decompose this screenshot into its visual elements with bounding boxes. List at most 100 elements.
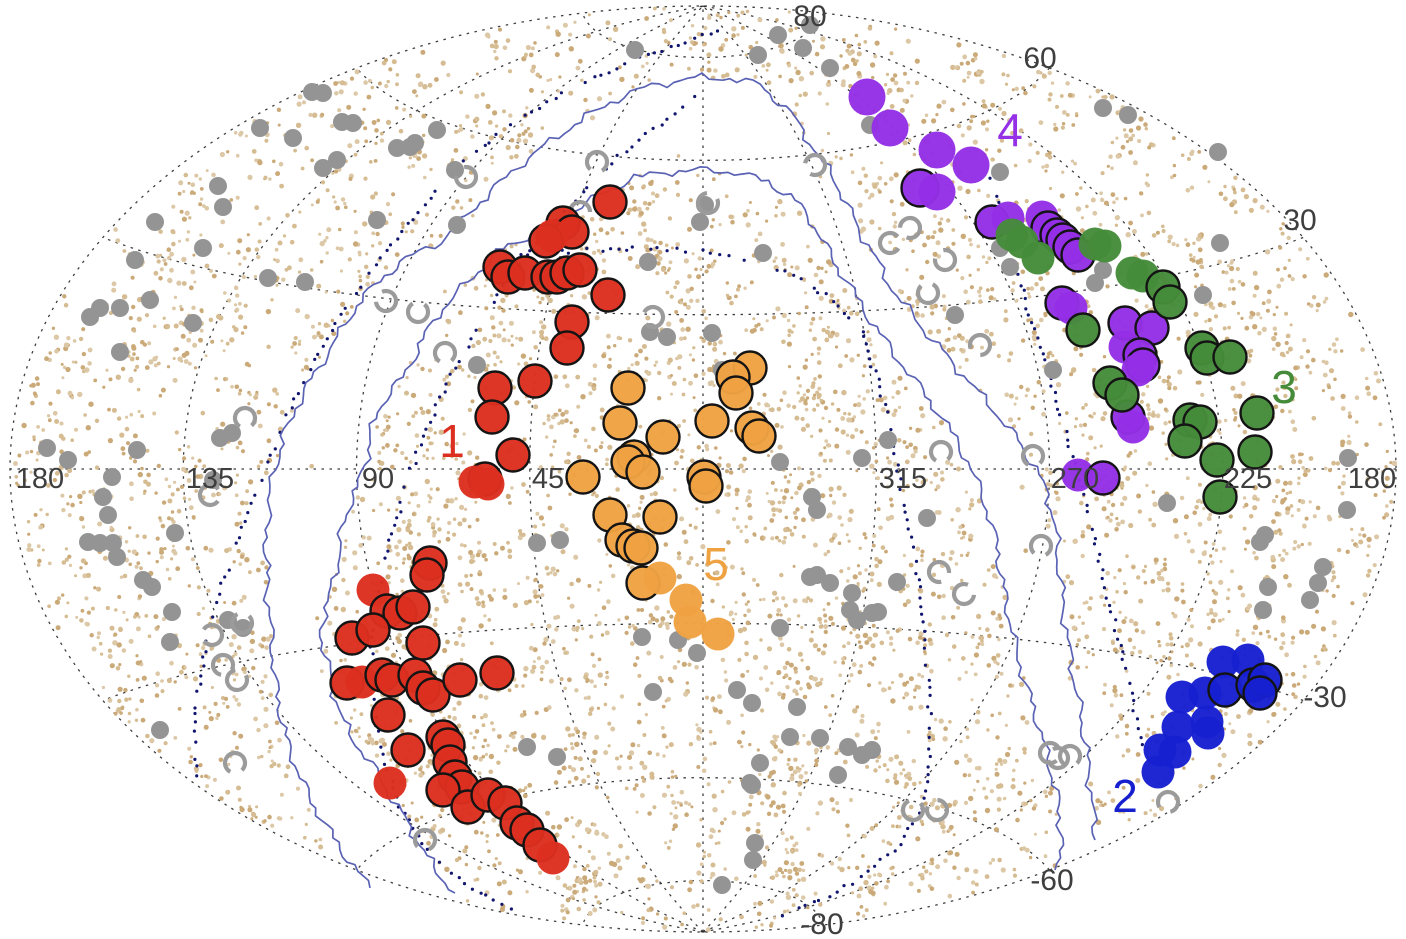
gray-source: [713, 876, 731, 894]
latitude-label-1: 60: [1023, 42, 1056, 75]
navy-dotted-curve-3: [780, 334, 934, 918]
longitude-label-4: 315: [879, 463, 927, 495]
gray-open-source: [210, 652, 236, 678]
gray-source: [749, 46, 767, 64]
gray-source: [751, 754, 769, 772]
gray-source: [166, 524, 184, 542]
cluster-5-point: [694, 403, 730, 439]
galactic-contour-1: [318, 166, 1065, 894]
gray-source: [314, 84, 332, 102]
cluster-3-group: [995, 218, 1275, 515]
gray-source: [888, 573, 906, 591]
cluster-5-point: [642, 499, 678, 535]
cluster-2-point: [1242, 675, 1278, 711]
cluster-3-point: [1152, 284, 1188, 320]
cluster-1-point: [517, 363, 553, 399]
gray-source: [1254, 601, 1272, 619]
cluster-4-point: [952, 146, 990, 184]
cluster-1-point: [390, 732, 426, 768]
gray-source: [548, 748, 566, 766]
gray-open-source: [224, 667, 250, 693]
gray-source: [59, 451, 77, 469]
gray-source: [743, 776, 761, 794]
gray-source: [829, 766, 847, 784]
gray-source: [1309, 574, 1327, 592]
gray-source: [839, 738, 857, 756]
gray-source: [108, 548, 126, 566]
longitude-label-3: 45: [532, 463, 564, 495]
latitude-label-5: -80: [800, 908, 843, 939]
gray-open-source: [951, 581, 977, 607]
gray-source: [214, 198, 232, 216]
gray-source: [918, 509, 936, 527]
cluster-3-point: [1199, 442, 1235, 478]
gray-source: [104, 534, 122, 552]
cluster-1-point: [405, 625, 441, 661]
gray-source: [141, 291, 159, 309]
cluster-1-point: [562, 252, 598, 288]
cluster-2-point: [1141, 755, 1175, 789]
cluster-1-group: [329, 184, 628, 875]
gray-open-source: [877, 230, 903, 256]
cluster-1-point: [474, 399, 510, 435]
gray-source: [314, 159, 332, 177]
gray-open-source: [373, 288, 399, 314]
navy-dotted-curve-1: [368, 94, 697, 911]
longitude-label-7: 180: [1348, 463, 1396, 495]
gray-open-source: [432, 340, 458, 366]
navy-dotted-curve-0: [192, 29, 720, 778]
cluster-3-point: [1104, 377, 1140, 413]
gray-source: [126, 251, 144, 269]
cluster-5-point: [625, 454, 661, 490]
gray-open-source: [229, 610, 255, 636]
cluster-5-point: [623, 530, 659, 566]
gray-source: [843, 584, 861, 602]
gray-source: [946, 306, 964, 324]
gray-open-source: [1028, 533, 1054, 559]
gray-source: [633, 628, 651, 646]
gray-source: [879, 431, 897, 449]
cluster-2-group: [1141, 643, 1283, 789]
gray-open-source: [232, 405, 258, 431]
cluster-3-point: [1212, 339, 1248, 375]
gray-source: [406, 134, 424, 152]
gray-source: [691, 213, 709, 231]
gray-sources: [38, 16, 1357, 894]
cluster-1-point: [549, 330, 585, 366]
gray-open-source: [932, 247, 958, 273]
gray-open-source: [412, 827, 438, 853]
gray-open-source: [197, 482, 223, 508]
cluster-2-point: [1161, 710, 1195, 744]
gray-source: [428, 121, 446, 139]
gray-source: [1094, 261, 1112, 279]
gray-source: [209, 177, 227, 195]
gray-source: [811, 729, 829, 747]
gray-source: [769, 26, 787, 44]
gray-source: [728, 681, 746, 699]
gray-source: [111, 299, 129, 317]
gray-source: [146, 213, 164, 231]
cluster-5-point: [741, 418, 777, 454]
gray-source: [1301, 591, 1319, 609]
gray-source: [94, 488, 112, 506]
gray-source: [284, 129, 302, 147]
gray-source: [801, 568, 819, 586]
cluster-5-point: [701, 617, 735, 651]
longitude-label-6: 225: [1224, 463, 1272, 495]
gray-source: [1338, 501, 1356, 519]
gray-source: [746, 834, 764, 852]
gray-source: [388, 139, 406, 157]
latitude-label-3: -30: [1303, 681, 1346, 714]
cluster-3-point: [1202, 479, 1238, 515]
gray-source: [863, 604, 881, 622]
gray-source: [1119, 106, 1137, 124]
gray-open-source: [1045, 745, 1071, 771]
longitude-label-0: 180: [16, 463, 64, 495]
gray-source: [259, 269, 277, 287]
cluster-4-point: [918, 131, 956, 169]
gray-source: [1314, 558, 1332, 576]
cluster-1-point: [355, 612, 391, 648]
gray-source: [744, 851, 762, 869]
